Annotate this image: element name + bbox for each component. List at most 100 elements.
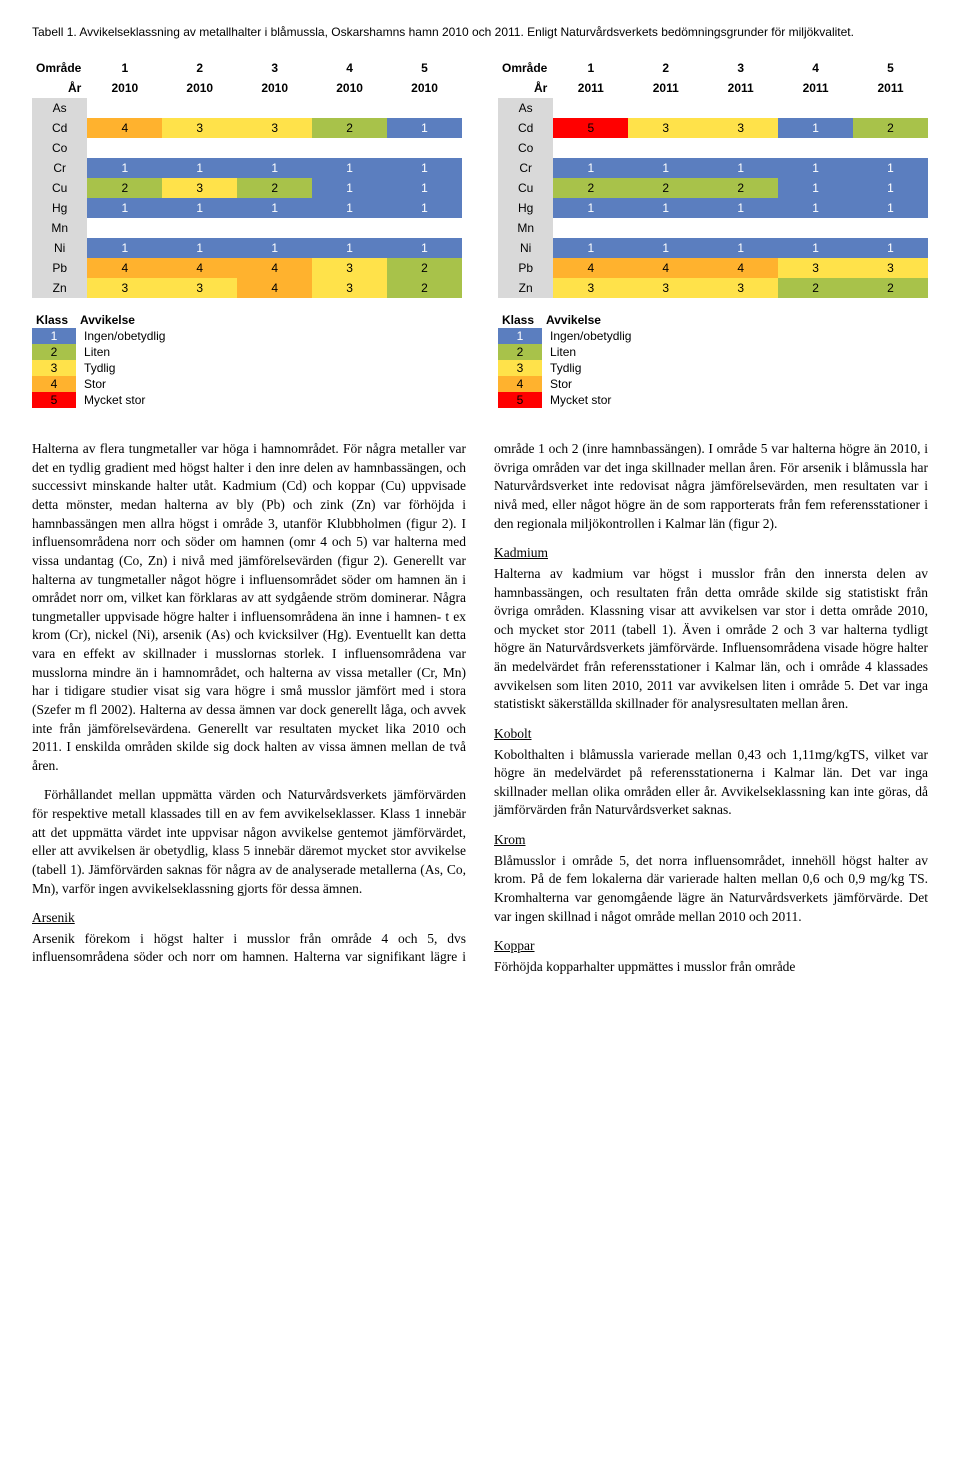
row-label: Pb <box>498 258 553 278</box>
area-header: 3 <box>237 58 312 78</box>
data-cell <box>387 218 462 238</box>
data-cell: 1 <box>703 238 778 258</box>
legend-klass-cell: 2 <box>498 344 542 360</box>
legend-label-cell: Tydlig <box>542 360 639 376</box>
row-label: Mn <box>32 218 87 238</box>
data-cell: 1 <box>87 158 162 178</box>
data-cell: 4 <box>703 258 778 278</box>
row-label: As <box>32 98 87 118</box>
data-cell <box>312 138 387 158</box>
data-cell: 1 <box>778 178 853 198</box>
table-caption: Tabell 1. Avvikelseklassning av metallha… <box>32 24 928 40</box>
legend-row: 5Mycket stor <box>32 392 173 408</box>
year-header: 2011 <box>553 78 628 98</box>
row-label: Cd <box>32 118 87 138</box>
table-row: Hg11111 <box>32 198 462 218</box>
legend-label-cell: Mycket stor <box>542 392 639 408</box>
data-cell: 1 <box>387 118 462 138</box>
data-cell: 3 <box>628 118 703 138</box>
data-cell: 3 <box>703 278 778 298</box>
heading-koppar: Koppar <box>494 937 928 956</box>
data-cell: 2 <box>553 178 628 198</box>
legend-row: 3Tydlig <box>498 360 639 376</box>
data-cell <box>237 218 312 238</box>
legend-label-cell: Tydlig <box>76 360 173 376</box>
year-header: 2010 <box>87 78 162 98</box>
para-intro-2: Förhållandet mellan uppmätta värden och … <box>32 786 466 898</box>
area-header: 3 <box>703 58 778 78</box>
table-row: Hg11111 <box>498 198 928 218</box>
data-cell: 1 <box>853 178 928 198</box>
data-cell <box>387 138 462 158</box>
para-kobolt: Kobolthalten i blåmussla varierade mella… <box>494 746 928 821</box>
legend-row: 5Mycket stor <box>498 392 639 408</box>
data-cell: 2 <box>387 278 462 298</box>
legend-label-cell: Ingen/obetydlig <box>76 328 173 344</box>
data-cell: 2 <box>237 178 312 198</box>
legend-row: 1Ingen/obetydlig <box>498 328 639 344</box>
table-row: As <box>498 98 928 118</box>
data-cell <box>553 138 628 158</box>
data-cell: 1 <box>553 238 628 258</box>
table-row: Co <box>32 138 462 158</box>
table-2010: Område12345År20102010201020102010AsCd433… <box>32 58 462 298</box>
legend-klass-cell: 5 <box>498 392 542 408</box>
legend-label-cell: Liten <box>76 344 173 360</box>
row-label: As <box>498 98 553 118</box>
data-cell: 1 <box>387 158 462 178</box>
area-header: 4 <box>778 58 853 78</box>
data-cell <box>87 218 162 238</box>
row-label: Cd <box>498 118 553 138</box>
data-cell: 4 <box>237 258 312 278</box>
area-header: 5 <box>387 58 462 78</box>
data-cell <box>853 218 928 238</box>
row-label: Zn <box>32 278 87 298</box>
heading-krom: Krom <box>494 831 928 850</box>
row-label: Zn <box>498 278 553 298</box>
data-cell: 1 <box>703 158 778 178</box>
year-header: 2010 <box>312 78 387 98</box>
data-cell <box>703 98 778 118</box>
data-cell: 4 <box>237 278 312 298</box>
data-cell: 1 <box>853 198 928 218</box>
legend-head-avvikelse: Avvikelse <box>542 312 639 328</box>
data-cell: 4 <box>628 258 703 278</box>
table-row: Pb44432 <box>32 258 462 278</box>
data-cell: 2 <box>387 258 462 278</box>
heading-arsenik: Arsenik <box>32 909 466 928</box>
row-label: Cu <box>32 178 87 198</box>
axis-year: År <box>498 78 553 98</box>
data-cell: 1 <box>387 178 462 198</box>
data-cell <box>703 138 778 158</box>
data-cell: 3 <box>312 258 387 278</box>
heading-kobolt: Kobolt <box>494 725 928 744</box>
area-header: 5 <box>853 58 928 78</box>
table-row: Mn <box>498 218 928 238</box>
data-cell <box>312 98 387 118</box>
data-cell: 2 <box>628 178 703 198</box>
data-cell: 1 <box>553 158 628 178</box>
table-row: Cu22211 <box>498 178 928 198</box>
data-cell <box>778 218 853 238</box>
row-label: Cr <box>32 158 87 178</box>
legend-klass-cell: 2 <box>32 344 76 360</box>
table-row: Zn33432 <box>32 278 462 298</box>
table-row: Cr11111 <box>32 158 462 178</box>
legend-row: 1Ingen/obetydlig <box>32 328 173 344</box>
data-cell <box>553 218 628 238</box>
data-cell: 3 <box>853 258 928 278</box>
row-label: Hg <box>498 198 553 218</box>
data-cell: 1 <box>853 238 928 258</box>
area-header: 2 <box>162 58 237 78</box>
legend-label-cell: Liten <box>542 344 639 360</box>
table-row: Zn33322 <box>498 278 928 298</box>
data-cell: 1 <box>87 238 162 258</box>
row-label: Cu <box>498 178 553 198</box>
data-cell: 1 <box>162 198 237 218</box>
para-kadmium: Halterna av kadmium var högst i musslor … <box>494 565 928 714</box>
row-label: Pb <box>32 258 87 278</box>
data-cell: 4 <box>87 258 162 278</box>
data-cell: 5 <box>553 118 628 138</box>
data-cell <box>628 98 703 118</box>
data-cell: 1 <box>162 158 237 178</box>
